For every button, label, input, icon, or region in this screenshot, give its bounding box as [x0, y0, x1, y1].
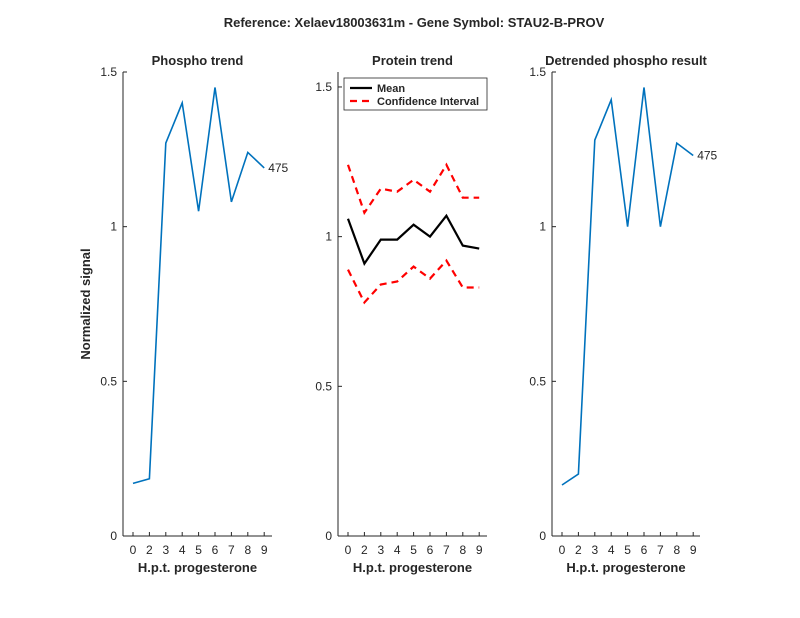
- detrended-ytick-label: 1.5: [529, 65, 546, 79]
- protein-ytick-label: 0: [325, 529, 332, 543]
- protein-xtick-label: 9: [476, 543, 483, 557]
- phospho-xtick-label: 3: [162, 543, 169, 557]
- protein-xtick-label: 0: [345, 543, 352, 557]
- protein-title: Protein trend: [372, 53, 453, 68]
- detrended-xtick-label: 8: [673, 543, 680, 557]
- phospho-line: [132, 87, 265, 485]
- phospho-xlabel: H.p.t. progesterone: [138, 560, 257, 575]
- protein-xtick-label: 3: [377, 543, 384, 557]
- phospho-xtick-label: 2: [146, 543, 153, 557]
- detrended-xtick-label: 4: [608, 543, 615, 557]
- phospho-xtick-label: 7: [228, 543, 235, 557]
- protein-xtick-label: 8: [459, 543, 466, 557]
- protein-ytick-label: 0.5: [315, 379, 332, 393]
- phospho-ylabel: Normalized signal: [78, 248, 93, 359]
- detrended-xtick-label: 0: [559, 543, 566, 557]
- phospho-ytick-label: 0: [110, 529, 117, 543]
- legend-box: [343, 77, 488, 111]
- detrended-line: [561, 87, 694, 486]
- protein-xtick-label: 7: [443, 543, 450, 557]
- detrended-xtick-label: 7: [657, 543, 664, 557]
- legend-mean-label: Mean: [377, 83, 405, 95]
- mean-line: [346, 213, 480, 266]
- detrended-xlabel: H.p.t. progesterone: [566, 560, 685, 575]
- phospho-title: Phospho trend: [152, 53, 244, 68]
- phospho-end-label: 475: [268, 161, 288, 175]
- phospho-xtick-label: 0: [130, 543, 137, 557]
- phospho-xtick-label: 8: [244, 543, 251, 557]
- phospho-ytick-label: 0.5: [100, 374, 117, 388]
- phospho-ytick-label: 1: [110, 220, 117, 234]
- phospho-ytick-label: 1.5: [100, 65, 117, 79]
- detrended-end-label: 475: [697, 149, 717, 163]
- detrended-ytick-label: 0: [539, 529, 546, 543]
- protein-xtick-label: 4: [394, 543, 401, 557]
- detrended-ytick-label: 1: [539, 220, 546, 234]
- detrended-xtick-label: 3: [591, 543, 598, 557]
- phospho-xtick-label: 6: [212, 543, 219, 557]
- phospho-xtick-label: 9: [261, 543, 268, 557]
- detrended-xtick-label: 9: [690, 543, 697, 557]
- protein-xtick-label: 2: [361, 543, 368, 557]
- detrended-title: Detrended phospho result: [545, 53, 707, 68]
- phospho-xtick-label: 5: [195, 543, 202, 557]
- protein-xtick-label: 6: [427, 543, 434, 557]
- ci-lower-line: [347, 258, 480, 305]
- protein-ytick-label: 1.5: [315, 80, 332, 94]
- protein-xlabel: H.p.t. progesterone: [353, 560, 472, 575]
- detrended-ytick-label: 0.5: [529, 374, 546, 388]
- protein-xtick-label: 5: [410, 543, 417, 557]
- ci-upper-line: [346, 162, 480, 216]
- protein-ytick-label: 1: [325, 230, 332, 244]
- detrended-xtick-label: 5: [624, 543, 631, 557]
- detrended-xtick-label: 2: [575, 543, 582, 557]
- detrended-xtick-label: 6: [641, 543, 648, 557]
- phospho-xtick-label: 4: [179, 543, 186, 557]
- figure-suptitle: Reference: Xelaev18003631m - Gene Symbol…: [224, 15, 605, 30]
- legend-ci-label: Confidence Interval: [377, 96, 479, 108]
